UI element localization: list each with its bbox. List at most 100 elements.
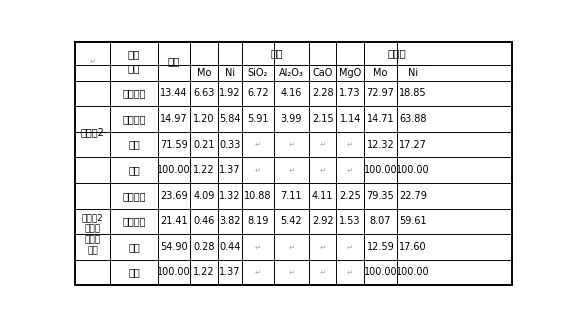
Text: 14.97: 14.97	[160, 114, 188, 124]
Text: ↵: ↵	[288, 242, 295, 251]
Text: 原矿: 原矿	[128, 268, 140, 277]
Text: 2.92: 2.92	[312, 216, 333, 226]
Text: 63.88: 63.88	[399, 114, 427, 124]
Text: ↵: ↵	[255, 268, 261, 277]
Text: 5.42: 5.42	[281, 216, 302, 226]
Bar	[74, 183, 110, 285]
Text: 4.16: 4.16	[281, 88, 302, 98]
Text: 8.19: 8.19	[247, 216, 269, 226]
Text: ↵: ↵	[288, 140, 295, 149]
Text: 8.07: 8.07	[370, 216, 391, 226]
Text: ↵: ↵	[255, 166, 261, 175]
Text: 2.28: 2.28	[312, 88, 333, 98]
Text: ↵: ↵	[320, 140, 326, 149]
Text: 23.69: 23.69	[160, 191, 188, 201]
Text: 18.85: 18.85	[399, 88, 427, 98]
Text: 0.21: 0.21	[193, 140, 215, 150]
Text: 镁鑂精矿: 镁鑂精矿	[122, 114, 146, 124]
Text: 鑂镁精矿: 鑂镁精矿	[122, 191, 146, 201]
Text: 100.00: 100.00	[157, 165, 191, 175]
Text: ↵: ↵	[288, 166, 295, 175]
Text: 实施例2: 实施例2	[81, 127, 105, 137]
Text: 21.41: 21.41	[160, 216, 188, 226]
Text: 鑂镁精矿: 鑂镁精矿	[122, 88, 146, 98]
Text: 回收率: 回收率	[387, 49, 406, 59]
Text: 4.11: 4.11	[312, 191, 333, 201]
Text: 100.00: 100.00	[364, 165, 397, 175]
Text: CaO: CaO	[312, 68, 333, 78]
Text: 17.27: 17.27	[399, 140, 427, 150]
Text: 1.20: 1.20	[193, 114, 215, 124]
Text: ↵: ↵	[320, 268, 326, 277]
Text: 72.97: 72.97	[367, 88, 394, 98]
Text: 1.14: 1.14	[340, 114, 361, 124]
Text: 产品
名称: 产品 名称	[128, 49, 140, 73]
Text: 2.25: 2.25	[339, 191, 361, 201]
Text: 54.90: 54.90	[160, 242, 188, 252]
Text: ↵: ↵	[288, 268, 295, 277]
Text: 0.33: 0.33	[219, 140, 241, 150]
Text: ↵: ↵	[347, 166, 353, 175]
Bar	[364, 42, 430, 65]
Text: ↵: ↵	[255, 242, 261, 251]
Text: 1.22: 1.22	[193, 268, 215, 277]
Bar	[74, 81, 110, 183]
Text: 2.15: 2.15	[312, 114, 333, 124]
Text: 1.53: 1.53	[339, 216, 361, 226]
Text: 尾矿: 尾矿	[128, 140, 140, 150]
Text: 14.71: 14.71	[367, 114, 394, 124]
Text: 3.99: 3.99	[281, 114, 302, 124]
Bar	[190, 42, 364, 65]
Text: 0.46: 0.46	[193, 216, 215, 226]
Text: 4.09: 4.09	[193, 191, 215, 201]
Text: 品位: 品位	[271, 49, 284, 59]
Text: 1.32: 1.32	[219, 191, 241, 201]
Text: 尾矿: 尾矿	[128, 242, 140, 252]
Text: 1.92: 1.92	[219, 88, 241, 98]
Text: 0.28: 0.28	[193, 242, 215, 252]
Text: 100.00: 100.00	[396, 268, 430, 277]
Text: 12.59: 12.59	[367, 242, 394, 252]
Text: 6.63: 6.63	[193, 88, 215, 98]
Text: 1.37: 1.37	[219, 268, 241, 277]
Text: 1.22: 1.22	[193, 165, 215, 175]
Text: 产率: 产率	[168, 56, 180, 66]
Bar	[158, 42, 190, 81]
Text: 13.44: 13.44	[160, 88, 188, 98]
Bar	[74, 42, 110, 81]
Text: ↵: ↵	[347, 268, 353, 277]
Text: ↵: ↵	[320, 166, 326, 175]
Text: SiO₂: SiO₂	[248, 68, 268, 78]
Text: 100.00: 100.00	[157, 268, 191, 277]
Text: 1.73: 1.73	[339, 88, 361, 98]
Text: ↵: ↵	[320, 242, 326, 251]
Text: Mo: Mo	[373, 68, 388, 78]
Text: Ni: Ni	[408, 68, 418, 78]
Text: Ni: Ni	[225, 68, 235, 78]
Text: 79.35: 79.35	[367, 191, 394, 201]
Text: 3.82: 3.82	[219, 216, 241, 226]
Text: 17.60: 17.60	[399, 242, 427, 252]
Text: 100.00: 100.00	[396, 165, 430, 175]
Text: 1.37: 1.37	[219, 165, 241, 175]
Text: 12.32: 12.32	[367, 140, 394, 150]
Text: 59.61: 59.61	[399, 216, 427, 226]
Text: 原矿: 原矿	[128, 165, 140, 175]
Text: 71.59: 71.59	[160, 140, 188, 150]
Text: 6.72: 6.72	[247, 88, 269, 98]
Text: 0.44: 0.44	[219, 242, 241, 252]
Text: ↵: ↵	[347, 242, 353, 251]
Text: 10.88: 10.88	[244, 191, 272, 201]
Text: 镁鑂精矿: 镁鑂精矿	[122, 216, 146, 226]
Text: 比较例2
不加炭
质物抑
制剂: 比较例2 不加炭 质物抑 制剂	[82, 213, 104, 255]
Text: MgO: MgO	[339, 68, 362, 78]
Text: Al₂O₃: Al₂O₃	[279, 68, 304, 78]
Text: Mo: Mo	[197, 68, 212, 78]
Text: ↵: ↵	[347, 140, 353, 149]
Text: 7.11: 7.11	[281, 191, 302, 201]
Text: ↵: ↵	[255, 140, 261, 149]
Text: 5.91: 5.91	[247, 114, 269, 124]
Text: 22.79: 22.79	[399, 191, 427, 201]
Text: 5.84: 5.84	[219, 114, 241, 124]
Text: ↵: ↵	[89, 57, 96, 66]
